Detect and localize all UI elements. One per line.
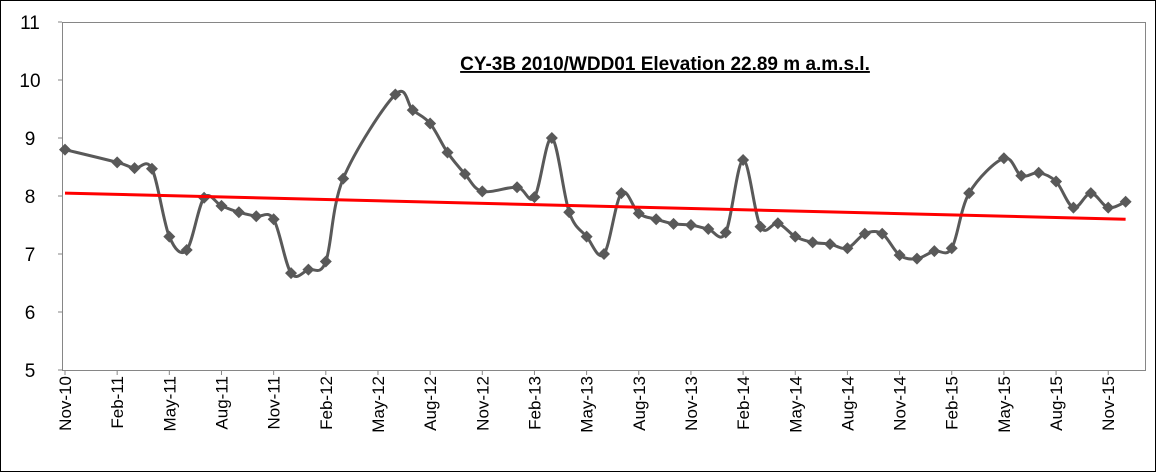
x-tick-label: Nov-15	[1099, 376, 1118, 431]
marker	[250, 210, 263, 223]
marker	[111, 156, 124, 169]
marker	[1015, 169, 1028, 182]
x-tick-label: Aug-13	[630, 376, 649, 431]
x-tick-label: Feb-15	[943, 376, 962, 430]
marker	[719, 226, 732, 239]
marker	[563, 206, 576, 219]
marker	[267, 213, 280, 226]
marker	[1050, 175, 1063, 188]
marker	[476, 185, 489, 198]
marker	[580, 230, 593, 243]
x-tick-label: May-13	[578, 376, 597, 433]
marker	[424, 117, 437, 130]
marker	[997, 152, 1010, 165]
marker	[145, 162, 158, 175]
marker	[841, 242, 854, 255]
marker	[545, 132, 558, 144]
y-tick-label: 9	[25, 129, 36, 150]
plot-border	[62, 22, 1146, 371]
marker	[893, 249, 906, 262]
marker	[824, 238, 837, 251]
chart-title: CY-3B 2010/WDD01 Elevation 22.89 m a.m.s…	[460, 54, 870, 75]
marker	[389, 88, 402, 101]
marker	[1102, 201, 1115, 214]
x-tick-label: Feb-12	[317, 376, 336, 430]
x-tick-label: Aug-14	[838, 376, 857, 431]
x-tick-label: Aug-12	[421, 376, 440, 431]
marker	[337, 172, 350, 185]
y-tick-label: 7	[25, 245, 36, 266]
x-tick-label: Nov-14	[891, 376, 910, 431]
y-tick-label: 11	[20, 13, 40, 34]
x-tick-label: Nov-12	[473, 376, 492, 431]
x-tick-label: Nov-10	[56, 376, 75, 431]
x-tick-label: Nov-13	[682, 376, 701, 431]
marker	[511, 181, 524, 194]
marker	[163, 230, 176, 243]
marker	[232, 206, 245, 219]
marker	[910, 252, 923, 265]
marker	[702, 223, 715, 236]
marker	[667, 217, 680, 230]
marker	[963, 187, 976, 200]
x-tick-label: Feb-13	[525, 376, 544, 430]
marker	[650, 213, 663, 226]
marker	[458, 167, 471, 180]
marker	[128, 162, 141, 175]
x-tick-label: Feb-11	[108, 376, 127, 429]
x-tick-label: Feb-14	[734, 376, 753, 430]
x-tick-label: Aug-11	[212, 376, 231, 430]
marker	[754, 220, 767, 233]
marker	[858, 227, 871, 240]
marker	[302, 263, 315, 276]
y-tick-label: 8	[25, 187, 36, 208]
marker	[59, 143, 71, 156]
marker	[215, 199, 228, 212]
x-tick-label: Aug-15	[1047, 376, 1066, 431]
marker	[1032, 166, 1045, 179]
marker	[771, 217, 784, 230]
marker	[406, 104, 419, 117]
marker	[806, 236, 819, 249]
x-tick-label: May-14	[786, 376, 805, 433]
x-tick-label: Nov-11	[265, 376, 284, 430]
y-tick-label: 5	[25, 361, 36, 382]
marker	[285, 267, 298, 280]
marker	[441, 146, 454, 159]
marker	[1084, 187, 1097, 200]
y-tick-label: 6	[25, 303, 36, 324]
marker	[319, 255, 332, 268]
marker	[876, 227, 889, 240]
x-tick-label: May-11	[160, 376, 179, 431]
marker	[737, 154, 750, 167]
marker	[928, 245, 941, 258]
trend-line	[64, 191, 1126, 221]
marker	[528, 191, 541, 204]
marker	[598, 248, 610, 260]
marker	[789, 230, 802, 243]
marker	[684, 219, 697, 231]
x-tick-label: May-15	[995, 376, 1014, 433]
marker	[945, 242, 958, 255]
marker	[180, 243, 193, 256]
marker	[1119, 195, 1132, 208]
y-tick-label: 10	[19, 71, 40, 92]
marker	[1067, 201, 1080, 214]
x-tick-label: May-12	[369, 376, 388, 433]
marker	[632, 207, 645, 220]
marker	[615, 187, 628, 200]
